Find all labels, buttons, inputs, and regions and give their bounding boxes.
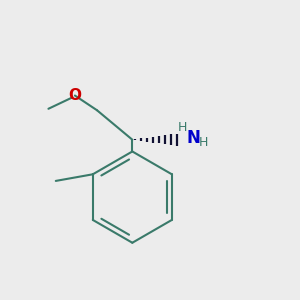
Text: O: O bbox=[68, 88, 81, 103]
Text: N: N bbox=[187, 129, 201, 147]
Text: H: H bbox=[199, 136, 208, 149]
Text: H: H bbox=[178, 121, 187, 134]
